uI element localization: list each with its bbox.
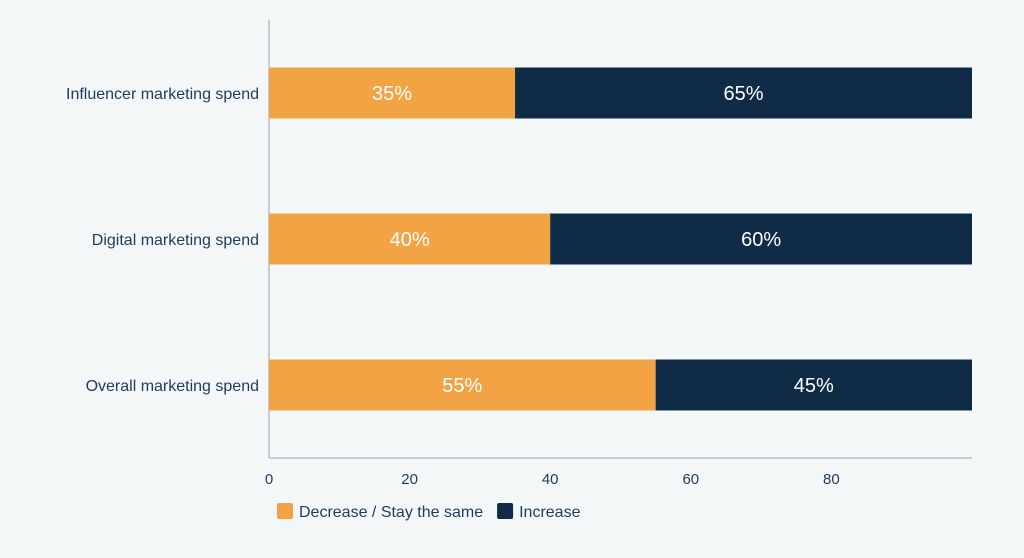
legend-swatch-decrease-stay [277, 503, 293, 519]
x-tick-label: 20 [401, 471, 418, 488]
bar-decrease-stay [269, 213, 551, 265]
bar-increase [655, 359, 972, 411]
bar-data-label: 60% [741, 229, 781, 251]
x-tick-label: 60 [682, 471, 699, 488]
legend-label-decrease-stay: Decrease / Stay the same [299, 504, 483, 521]
x-tick-label: 0 [265, 471, 273, 488]
bar-decrease-stay [269, 359, 656, 411]
category-label: Influencer marketing spend [66, 86, 259, 103]
bar-data-label: 55% [442, 375, 482, 397]
category-label: Overall marketing spend [86, 378, 259, 395]
x-tick-label: 80 [823, 471, 840, 488]
x-tick-label: 40 [542, 471, 559, 488]
bar-data-label: 65% [724, 83, 764, 105]
bar-increase [550, 213, 972, 265]
bar-increase [515, 67, 972, 119]
bar-data-label: 35% [372, 83, 412, 105]
category-label: Digital marketing spend [92, 232, 259, 249]
bar-data-label: 40% [390, 229, 430, 251]
legend-swatch-increase [497, 503, 514, 519]
bar-decrease-stay [269, 67, 516, 119]
bar-data-label: 45% [794, 375, 834, 397]
legend-label-increase: Increase [519, 504, 580, 521]
